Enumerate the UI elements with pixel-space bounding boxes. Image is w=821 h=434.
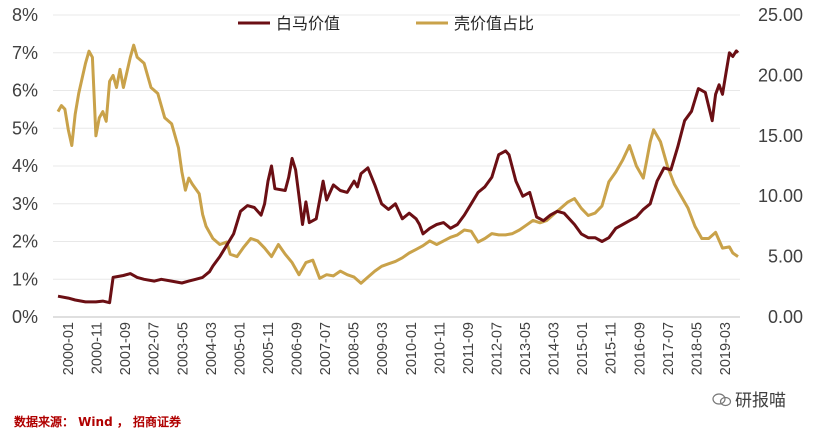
right-axis-ticks: 0.00 5.00 10.00 15.00 20.00 25.00 [758, 5, 803, 327]
x-tick-label: 2019-03 [718, 322, 734, 375]
left-tick-label: 3% [12, 194, 38, 214]
x-tick-label: 2001-09 [118, 322, 134, 375]
watermark-text: 研报喵 [735, 391, 786, 411]
legend: 白马价值 壳价值占比 [238, 14, 534, 33]
left-tick-label: 0% [12, 307, 38, 327]
series-lines [56, 43, 740, 305]
x-tick-label: 2018-05 [689, 322, 705, 375]
x-tick-label: 2014-03 [547, 322, 563, 375]
legend-label: 壳价值占比 [454, 14, 534, 33]
right-tick-label: 5.00 [768, 247, 803, 267]
watermark: 研报喵 [712, 386, 786, 411]
x-tick-label: 2012-07 [489, 322, 505, 375]
right-tick-label: 25.00 [758, 5, 803, 25]
right-tick-label: 20.00 [758, 65, 803, 85]
x-tick-label: 2009-03 [375, 322, 391, 375]
x-tick-label: 2005-01 [232, 322, 248, 375]
left-tick-label: 7% [12, 43, 38, 63]
left-tick-label: 2% [12, 232, 38, 252]
x-tick-label: 2000-11 [90, 322, 106, 374]
left-tick-label: 5% [12, 118, 38, 138]
x-tick-label: 2011-09 [461, 322, 477, 374]
wechat-icon [712, 393, 732, 407]
x-tick-label: 2015-11 [604, 322, 620, 374]
left-axis-ticks: 0% 1% 2% 3% 4% 5% 6% 7% 8% [12, 5, 38, 327]
x-tick-label: 2003-05 [175, 322, 191, 375]
x-tick-label: 2016-09 [632, 322, 648, 375]
series-line [57, 49, 740, 305]
x-tick-label: 2008-05 [347, 322, 363, 375]
left-tick-label: 4% [12, 156, 38, 176]
x-tick-label: 2007-07 [318, 322, 334, 375]
right-tick-label: 0.00 [768, 307, 803, 327]
left-tick-label: 6% [12, 81, 38, 101]
x-axis-ticks: 2000-01 2000-11 2001-09 2002-07 2003-05 2004-… [61, 322, 734, 375]
right-tick-label: 10.00 [758, 186, 803, 206]
x-tick-label: 2015-01 [575, 322, 591, 375]
series-line [56, 43, 739, 285]
gridlines [53, 14, 740, 280]
data-source-note: 数据来源： Wind ， 招商证券 [14, 415, 182, 429]
x-tick-label: 2010-11 [432, 322, 448, 374]
right-tick-label: 15.00 [758, 126, 803, 146]
x-tick-label: 2002-07 [147, 322, 163, 375]
x-tick-label: 2004-03 [204, 322, 220, 375]
x-tick-label: 2010-01 [404, 322, 420, 375]
x-tick-label: 2017-07 [661, 322, 677, 375]
x-tick-label: 2013-05 [518, 322, 534, 375]
left-tick-label: 8% [12, 5, 38, 25]
left-tick-label: 1% [12, 269, 38, 289]
legend-label: 白马价值 [276, 14, 340, 33]
x-tick-label: 2006-09 [290, 322, 306, 375]
x-tick-label: 2000-01 [61, 322, 77, 375]
x-tick-label: 2005-11 [261, 322, 277, 374]
